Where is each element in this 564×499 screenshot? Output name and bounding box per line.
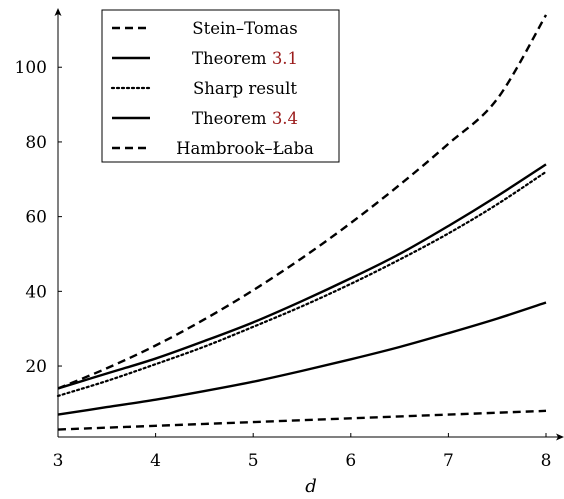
legend-label: Stein–Tomas bbox=[192, 19, 297, 38]
legend-label: Theorem 3.1 bbox=[192, 49, 298, 68]
x-tick-label: 6 bbox=[345, 451, 356, 471]
x-tick-label: 4 bbox=[150, 451, 161, 471]
x-tick-label: 7 bbox=[443, 451, 454, 471]
x-tick-label: 3 bbox=[53, 451, 64, 471]
series-curves bbox=[56, 14, 548, 431]
y-tick-label: 20 bbox=[25, 357, 47, 377]
legend-label: Sharp result bbox=[193, 79, 297, 98]
y-tick-label: 40 bbox=[25, 282, 47, 302]
y-tick-label: 60 bbox=[25, 208, 47, 228]
series-line-theorem-3-1 bbox=[57, 163, 547, 390]
x-axis-arrow-icon bbox=[556, 433, 564, 441]
series-line-hambrook-laba bbox=[57, 409, 547, 431]
y-axis-arrow-icon bbox=[54, 8, 62, 16]
legend-label: Theorem 3.4 bbox=[192, 109, 298, 128]
y-tick-label: 80 bbox=[25, 133, 47, 153]
x-axis-label: d bbox=[305, 476, 317, 497]
legend: Stein–Tomas Theorem 3.1 Sharp result Theore… bbox=[101, 9, 340, 163]
legend-label: Hambrook–Łaba bbox=[176, 139, 314, 158]
x-tick-label: 5 bbox=[248, 451, 259, 471]
x-tick-label: 8 bbox=[541, 451, 552, 471]
series-line-sharp-result bbox=[56, 170, 548, 398]
series-line-stein-tomas bbox=[57, 14, 548, 390]
legend-box bbox=[101, 9, 340, 163]
series-line-theorem-3-4 bbox=[57, 301, 547, 416]
y-tick-label: 100 bbox=[15, 58, 47, 78]
axes: 3 4 5 6 7 8 20 40 60 80 100 d bbox=[15, 8, 564, 497]
